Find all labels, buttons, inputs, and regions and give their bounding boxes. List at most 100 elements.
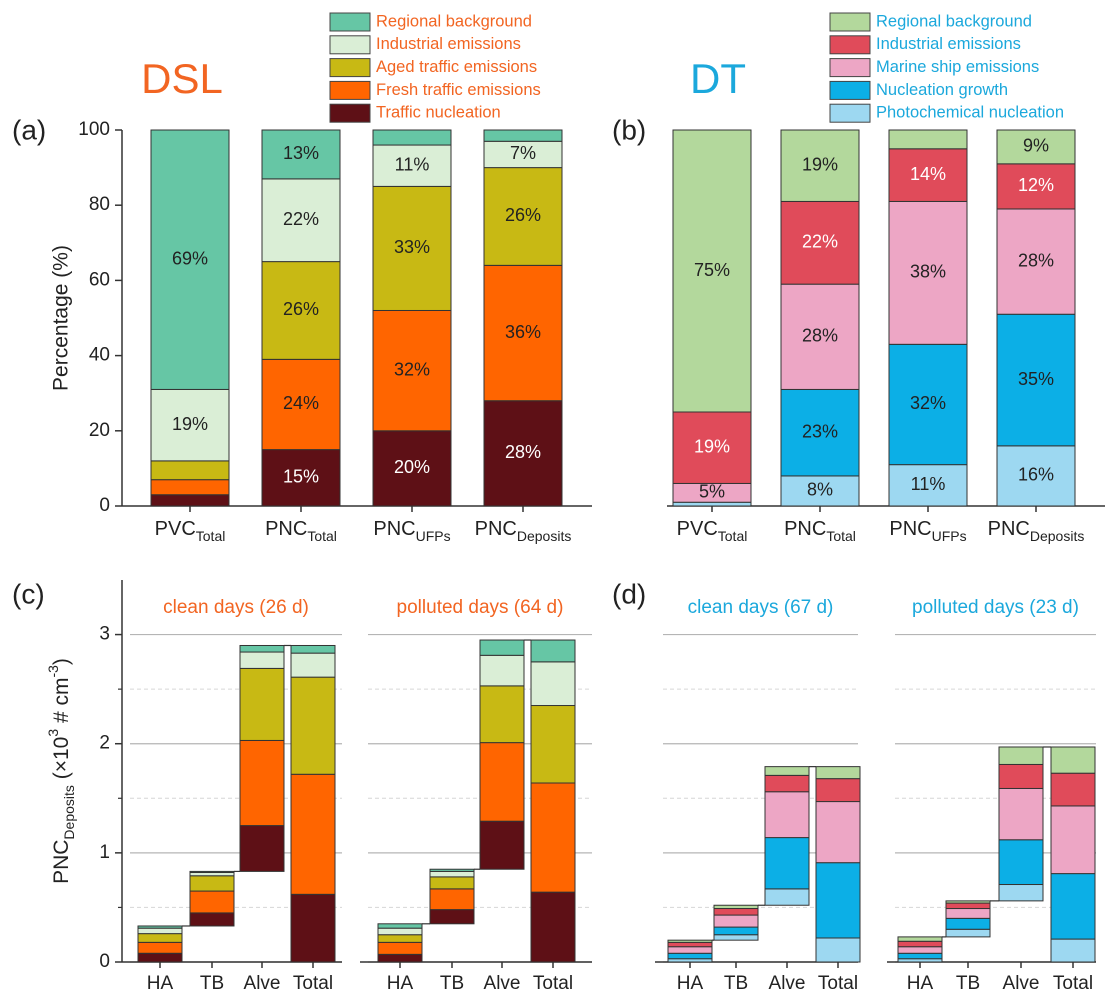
y-tick-label: 2 [99, 733, 110, 754]
x-tick-label-sub: UFPs [932, 528, 967, 544]
bar-segment [429, 868, 475, 872]
x-tick-label-sub: UFPs [416, 528, 451, 544]
bar-segment [290, 676, 336, 775]
bar-segment [372, 185, 452, 311]
bar-segment [815, 778, 861, 803]
data-label: 5% [699, 482, 725, 502]
legend-swatch [829, 58, 871, 78]
bar-segment [239, 667, 285, 741]
bar-segment [530, 891, 576, 963]
x-tick-label: PNCDeposits [475, 518, 572, 543]
legend-label: Industrial emissions [876, 35, 1021, 53]
bar-segment [137, 952, 183, 963]
x-tick-label-sub: Total [718, 528, 748, 544]
legend-swatch [829, 35, 871, 55]
bar-segment [137, 925, 183, 929]
x-tick-label-main: PNC [889, 518, 931, 540]
data-label: 38% [910, 262, 946, 282]
bar-segment [888, 200, 968, 345]
x-tick-label-main: PNC [265, 518, 307, 540]
panel-title: DSL [141, 55, 223, 102]
bar-segment [479, 639, 525, 656]
panel-label: (d) [612, 578, 646, 609]
bar-segment [713, 934, 759, 941]
x-tick-label: HA [907, 973, 934, 994]
bar-segment [888, 148, 968, 202]
bar-segment [672, 411, 752, 484]
data-label: 16% [1018, 465, 1054, 485]
panel-label: (b) [612, 114, 646, 145]
x-tick-label-main: PNC [784, 518, 826, 540]
x-tick-label: PNCUFPs [889, 518, 966, 543]
data-label: 28% [802, 326, 838, 346]
bar-segment [290, 893, 336, 963]
data-label: 15% [283, 467, 319, 487]
bar-segment [667, 952, 713, 960]
x-tick-label: PNCUFPs [373, 518, 450, 543]
data-label: 32% [394, 359, 430, 379]
y-axis-label-part: Deposits [61, 785, 77, 839]
legend-swatch [829, 12, 871, 32]
bar-segment [483, 129, 563, 142]
bar-segment [372, 430, 452, 507]
bar-segment [713, 908, 759, 916]
bar-segment [429, 870, 475, 878]
y-axis-label-part: 3 [45, 729, 61, 737]
bar-segment [764, 766, 810, 776]
bar-segment [815, 862, 861, 939]
x-tick-label: PVCTotal [155, 518, 226, 543]
bar-segment [150, 494, 230, 507]
subpanel-title: clean days (26 d) [163, 597, 309, 618]
data-label: 23% [802, 421, 838, 441]
x-tick-label-sub: Total [826, 528, 856, 544]
x-tick-label: Total [533, 973, 573, 994]
data-label: 9% [1023, 136, 1049, 156]
y-tick-label: 100 [78, 119, 110, 140]
bar-segment [189, 912, 235, 927]
data-label: 11% [395, 154, 430, 174]
bar-segment [150, 460, 230, 481]
y-axis-label-part: # cm [50, 678, 73, 729]
y-tick-label: 3 [99, 624, 110, 645]
data-label: 69% [172, 248, 208, 268]
x-tick-label: Total [818, 973, 858, 994]
bar-segment [377, 934, 423, 943]
bar-segment [429, 888, 475, 911]
bar-segment [888, 464, 968, 507]
data-label: 19% [802, 154, 838, 174]
x-tick-label-main: PNC [475, 518, 517, 540]
bar-segment [261, 129, 341, 180]
y-axis-label-part: ) [50, 658, 73, 665]
panel-label: (c) [12, 578, 45, 609]
legend-label: Aged traffic emissions [376, 58, 537, 76]
x-tick-label-main: PVC [155, 518, 196, 540]
bar-segment [429, 909, 475, 925]
bar-segment [780, 200, 860, 285]
bar-segment [150, 479, 230, 496]
data-label: 13% [283, 143, 319, 163]
bar-segment [713, 904, 759, 910]
y-tick-label: 80 [89, 194, 110, 215]
bar-segment [815, 937, 861, 963]
legend-label: Traffic nucleation [376, 104, 501, 122]
bar-segment [483, 264, 563, 402]
bar-segment [261, 358, 341, 451]
x-tick-label: Alve [1003, 973, 1040, 994]
y-axis-label: PNCDeposits (×103 # cm-3) [45, 658, 77, 884]
data-label: 7% [510, 143, 536, 163]
legend-swatch [329, 12, 371, 32]
y-axis-label-part: PNC [50, 840, 73, 884]
x-tick-label: PVCTotal [677, 518, 748, 543]
x-tick-label-main: PNC [988, 518, 1030, 540]
bar-segment [189, 875, 235, 892]
bar-segment [897, 946, 943, 954]
bar-segment [137, 927, 183, 935]
bar-segment [261, 261, 341, 360]
bar-segment [239, 651, 285, 669]
y-tick-label: 60 [89, 269, 110, 290]
bar-segment [530, 661, 576, 707]
bar-segment [1050, 746, 1096, 774]
y-tick-label: 40 [89, 345, 110, 366]
bar-segment [815, 801, 861, 864]
